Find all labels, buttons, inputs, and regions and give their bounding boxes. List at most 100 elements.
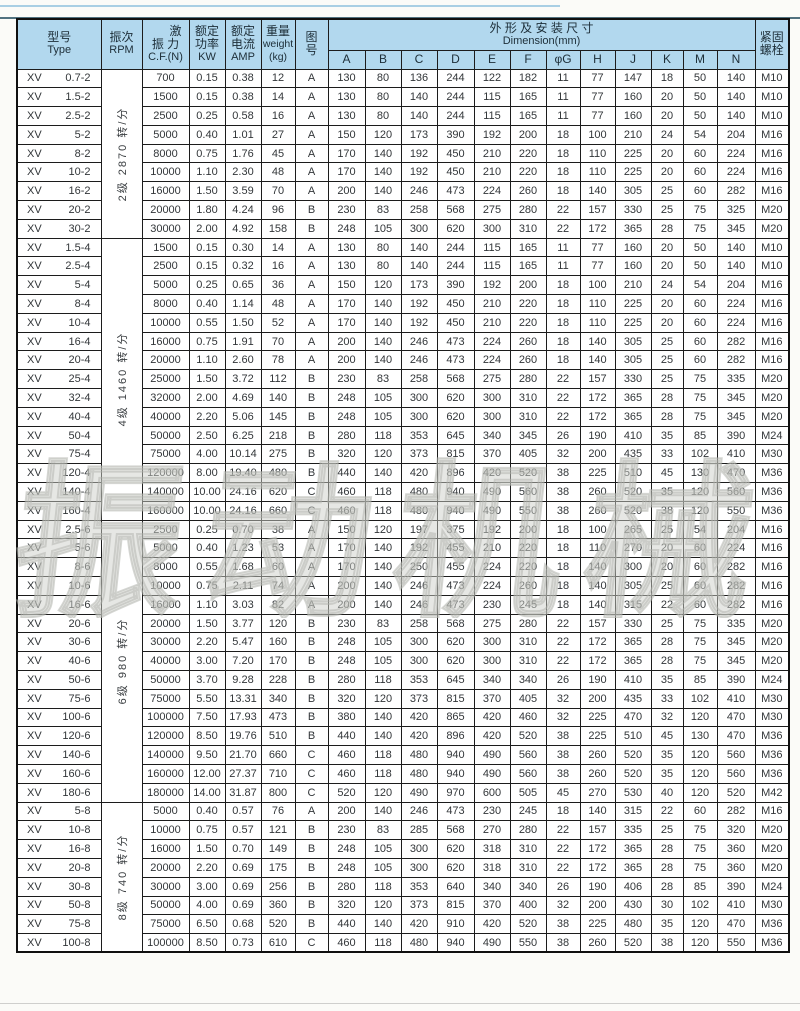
dim-cell-a: 200 bbox=[327, 350, 366, 371]
dim-cell-g: 11 bbox=[545, 237, 581, 258]
dim-cell-j: 530 bbox=[614, 782, 652, 803]
model-cell: XV 1.5-2 bbox=[16, 87, 102, 108]
table-row: XV 160-4 160000 10.00 24.16 660 C 460 118 480 940 4… bbox=[16, 500, 790, 521]
cf-cell: 20000 bbox=[141, 200, 190, 220]
model-cell: XV 5-8 bbox=[16, 801, 102, 822]
dim-cell-f: 310 bbox=[509, 839, 547, 859]
rpm-cell: 2级 2870 转/分 bbox=[100, 68, 143, 239]
kw-cell: 0.75 bbox=[188, 331, 226, 352]
weight-cell: 14 bbox=[260, 87, 296, 108]
dim-cell-d: 390 bbox=[436, 275, 475, 296]
dim-cell-f: 165 bbox=[509, 237, 547, 258]
col-header-bolt-l1: 紧固 bbox=[759, 30, 784, 45]
dim-cell-m: 120 bbox=[682, 482, 718, 502]
model-size: 180-6 bbox=[62, 786, 91, 799]
model-size: 5-4 bbox=[74, 279, 91, 292]
model-cell: XV 16-8 bbox=[16, 839, 102, 859]
dim-col-h: H bbox=[579, 49, 616, 70]
dim-cell-a: 380 bbox=[327, 707, 366, 728]
dim-cell-g: 22 bbox=[545, 632, 581, 653]
weight-cell: 16 bbox=[260, 256, 296, 277]
dim-cell-g: 11 bbox=[545, 68, 581, 89]
dim-cell-d: 896 bbox=[436, 463, 475, 484]
model-size: 160-4 bbox=[62, 504, 91, 517]
cf-cell: 160000 bbox=[141, 763, 190, 784]
dim-cell-k: 20 bbox=[650, 557, 684, 578]
figure-cell: C bbox=[294, 745, 329, 765]
dim-cell-e: 600 bbox=[473, 782, 511, 803]
dim-cell-j: 510 bbox=[614, 726, 652, 747]
cf-cell: 8000 bbox=[141, 143, 190, 164]
dim-cell-f: 220 bbox=[509, 312, 547, 333]
model-size: 2.5-4 bbox=[65, 260, 91, 273]
table-row: XV 10-2 10000 1.10 2.30 48 A 170 140 192 450 210 220… bbox=[16, 162, 790, 183]
dim-cell-f: 405 bbox=[509, 688, 547, 709]
dim-cell-n: 470 bbox=[716, 726, 756, 747]
dim-cell-a: 230 bbox=[327, 820, 366, 841]
dim-cell-e: 224 bbox=[473, 576, 511, 596]
model-prefix: XV bbox=[27, 297, 42, 310]
model-cell: XV 10-2 bbox=[16, 162, 102, 183]
dim-cell-h: 172 bbox=[579, 406, 616, 427]
model-cell: XV 100-8 bbox=[16, 933, 102, 953]
dim-cell-n: 390 bbox=[716, 425, 756, 446]
figure-cell: B bbox=[294, 388, 329, 408]
dim-cell-m: 60 bbox=[682, 538, 718, 559]
figure-cell: A bbox=[294, 143, 329, 164]
bolt-cell: M16 bbox=[754, 331, 790, 352]
dim-cell-h: 100 bbox=[579, 519, 616, 540]
dim-cell-b: 140 bbox=[364, 914, 402, 935]
weight-cell: 228 bbox=[260, 670, 296, 690]
kw-cell: 1.50 bbox=[188, 613, 226, 634]
dim-cell-e: 340 bbox=[473, 876, 511, 897]
table-row: XV 10-6 10000 0.75 2.11 74 A 200 140 246 473 224 260… bbox=[16, 576, 790, 596]
dim-cell-m: 60 bbox=[682, 181, 718, 202]
model-cell: XV 10-4 bbox=[16, 312, 102, 333]
model-cell: XV 30-8 bbox=[16, 876, 102, 897]
model-cell: XV 8-2 bbox=[16, 143, 102, 164]
figure-cell: B bbox=[294, 707, 329, 728]
bolt-cell: M16 bbox=[754, 275, 790, 296]
cf-cell: 8000 bbox=[141, 557, 190, 578]
model-cell: XV 75-8 bbox=[16, 914, 102, 935]
dim-col-b: B bbox=[364, 49, 402, 70]
weight-cell: 70 bbox=[260, 331, 296, 352]
model-prefix: XV bbox=[27, 767, 42, 780]
dim-cell-b: 118 bbox=[364, 500, 402, 521]
dim-cell-a: 200 bbox=[327, 576, 366, 596]
bottom-rule-line bbox=[0, 1003, 800, 1004]
dim-cell-c: 490 bbox=[400, 782, 438, 803]
dim-cell-j: 147 bbox=[614, 68, 652, 89]
dim-cell-e: 210 bbox=[473, 538, 511, 559]
dim-cell-j: 365 bbox=[614, 406, 652, 427]
weight-cell: 78 bbox=[260, 350, 296, 371]
dim-cell-n: 470 bbox=[716, 463, 756, 484]
figure-cell: A bbox=[294, 106, 329, 126]
rpm-label: 6级 980 转/分 bbox=[116, 617, 129, 705]
amp-cell: 7.20 bbox=[224, 651, 262, 671]
dim-cell-m: 60 bbox=[682, 350, 718, 371]
model-cell: XV 16-6 bbox=[16, 594, 102, 615]
dim-cell-e: 275 bbox=[473, 369, 511, 390]
dim-cell-m: 102 bbox=[682, 688, 718, 709]
dim-cell-n: 282 bbox=[716, 331, 756, 352]
weight-cell: 510 bbox=[260, 726, 296, 747]
bolt-cell: M10 bbox=[754, 256, 790, 277]
col-header-rpm-cn: 振次 bbox=[109, 30, 134, 45]
dim-cell-k: 28 bbox=[650, 406, 684, 427]
kw-cell: 2.20 bbox=[188, 857, 226, 878]
dim-cell-f: 200 bbox=[509, 519, 547, 540]
dim-cell-c: 192 bbox=[400, 162, 438, 183]
dim-cell-d: 473 bbox=[436, 594, 475, 615]
dim-cell-m: 85 bbox=[682, 425, 718, 446]
dim-cell-d: 450 bbox=[436, 312, 475, 333]
dim-cell-g: 32 bbox=[545, 444, 581, 465]
kw-cell: 1.50 bbox=[188, 369, 226, 390]
dim-cell-k: 25 bbox=[650, 350, 684, 371]
dim-cell-d: 620 bbox=[436, 651, 475, 671]
model-prefix: XV bbox=[27, 936, 42, 949]
dim-cell-a: 460 bbox=[327, 933, 366, 953]
col-header-cf-l2: 振 力 bbox=[151, 36, 180, 51]
dim-cell-h: 225 bbox=[579, 463, 616, 484]
dim-cell-b: 140 bbox=[364, 707, 402, 728]
